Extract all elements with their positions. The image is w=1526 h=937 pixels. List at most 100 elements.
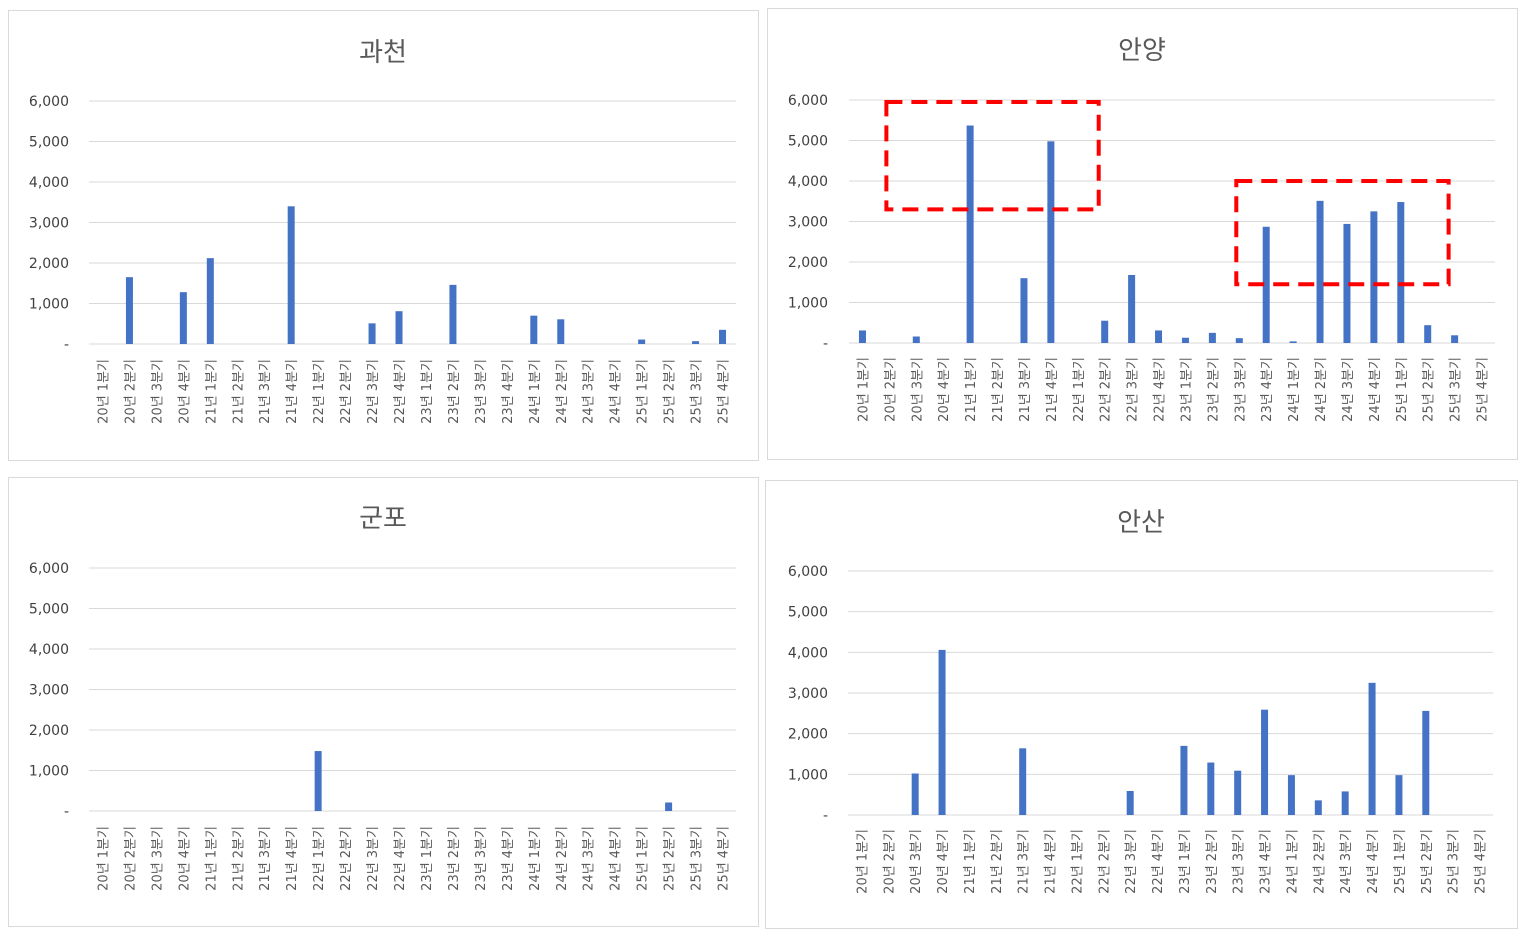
x-tick-label: 25년 2분기 [1422,357,1437,422]
x-tick-label: 23년 3분기 [474,359,489,424]
x-tick-label: 21년 3분기 [258,359,273,424]
x-tick-label: 23년 1분기 [1178,829,1193,894]
y-tick-label: 3,000 [788,215,828,231]
y-tick-label: 3,000 [29,683,69,699]
x-tick-label: 24년 2분기 [1314,357,1329,422]
x-tick-label: 20년 4분기 [177,826,192,891]
x-tick-label: 20년 4분기 [177,359,192,424]
x-tick-label: 22년 4분기 [1153,357,1168,422]
bar [1370,211,1378,343]
x-tick-label: 24년 3분기 [1339,829,1354,894]
x-tick-label: 24년 4분기 [609,826,624,891]
y-tick-label: 3,000 [788,686,828,702]
x-tick-label: 20년 2분기 [882,829,897,894]
bar [206,258,214,344]
x-tick-label: 22년 3분기 [1124,829,1139,894]
x-tick-label: 25년 4분기 [1476,357,1491,422]
bar [1155,330,1163,343]
x-tick-label: 21년 4분기 [285,826,300,891]
x-tick-label: 21년 1분기 [963,829,978,894]
x-tick-label: 22년 2분기 [1097,829,1112,894]
bar [1341,791,1349,815]
x-tick-label: 24년 1분기 [1287,357,1302,422]
y-tick-label: 2,000 [788,255,828,271]
x-tick-label: 22년 1분기 [312,826,327,891]
bar [1181,337,1189,343]
highlight-box [1234,179,1451,287]
bar [858,330,866,343]
y-tick-label: - [823,808,828,824]
x-tick-label: 24년 3분기 [1341,357,1356,422]
x-tick-label: 23년 4분기 [1260,357,1275,422]
bar [1128,274,1136,343]
y-tick-label: 2,000 [29,723,69,739]
x-tick-label: 20년 3분기 [909,829,924,894]
y-tick-label: 2,000 [788,727,828,743]
bar [1395,775,1403,815]
x-tick-label: 24년 1분기 [528,826,543,891]
chart-ansan: 안산 - 1,000 2,000 3,000 4,000 5,000 6,000 20년 1분… [788,508,1493,894]
bar [1020,278,1028,343]
x-tick-label: 24년 2분기 [1312,829,1327,894]
chart-panel-gwacheon: 과천 - 1,000 2,000 3,000 4,000 5,000 6,000 20년 1분… [8,10,759,461]
bar [1397,202,1405,343]
x-tick-label: 22년 1분기 [312,359,327,424]
bar [314,751,322,811]
chart-title: 안양 [1118,36,1166,66]
y-tick-label: 6,000 [788,93,828,109]
x-tick-label: 21년 4분기 [1044,829,1059,894]
x-tick-label: 23년 2분기 [1206,357,1221,422]
bar [1019,748,1027,815]
x-tick-label: 24년 2분기 [555,359,570,424]
x-tick-label: 22년 2분기 [339,826,354,891]
x-tick-label: 20년 2분기 [883,357,898,422]
bar [1422,710,1430,815]
x-tick-label: 25년 2분기 [663,826,678,891]
x-tick-label: 22년 3분기 [366,359,381,424]
x-tick-label: 23년 4분기 [1259,829,1274,894]
bar [1180,745,1188,815]
bar [1208,332,1216,343]
x-tick-label: 20년 4분기 [937,357,952,422]
x-tick-label: 23년 4분기 [501,359,516,424]
y-tick-label: 5,000 [29,602,69,618]
x-tick-label: 23년 3분기 [474,826,489,891]
x-tick-label: 23년 4분기 [501,826,516,891]
chart-title: 과천 [359,38,407,68]
y-tick-label: - [64,337,69,353]
x-tick-label: 21년 3분기 [258,826,273,891]
bar [179,292,187,344]
x-tick-label: 23년 2분기 [447,826,462,891]
y-tick-label: 5,000 [29,135,69,151]
x-tick-label: 23년 3분기 [1233,357,1248,422]
x-tick-label: 22년 2분기 [339,359,354,424]
bar [912,336,920,343]
highlight-box [884,100,1101,212]
y-tick-label: 6,000 [29,561,69,577]
x-tick-label: 24년 3분기 [582,826,597,891]
x-tick-label: 22년 2분기 [1099,357,1114,422]
y-tick-label: 5,000 [788,134,828,150]
y-tick-label: 4,000 [29,175,69,191]
bar [966,125,974,343]
x-tick-label: 20년 2분기 [123,359,138,424]
y-tick-label: 6,000 [788,564,828,580]
bar [1261,709,1269,815]
x-tick-label: 23년 2분기 [447,359,462,424]
x-tick-label: 23년 1분기 [1179,357,1194,422]
x-tick-label: 21년 4분기 [285,359,300,424]
bar [1424,325,1432,343]
x-tick-label: 22년 4분기 [393,826,408,891]
bar [1451,335,1459,343]
y-tick-label: 1,000 [788,296,828,312]
x-tick-label: 25년 1분기 [1393,829,1408,894]
y-tick-label: 4,000 [29,642,69,658]
bar [1262,226,1270,343]
y-tick-label: - [64,804,69,820]
y-tick-label: 4,000 [788,645,828,661]
x-tick-label: 20년 1분기 [96,359,111,424]
bar [911,773,919,815]
x-tick-label: 21년 1분기 [204,826,219,891]
x-tick-label: 21년 2분기 [231,359,246,424]
x-tick-label: 21년 2분기 [231,826,246,891]
